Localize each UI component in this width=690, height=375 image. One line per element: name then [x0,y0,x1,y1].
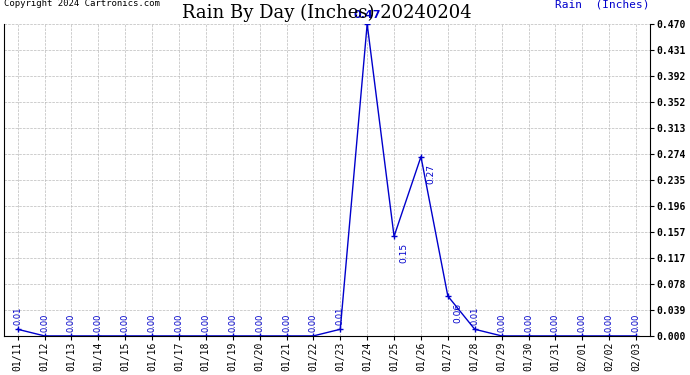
Text: 0.27: 0.27 [426,164,435,184]
Text: 0.00: 0.00 [148,314,157,332]
Text: 0.00: 0.00 [578,314,586,332]
Text: Rain  (Inches): Rain (Inches) [555,0,649,9]
Text: 0.00: 0.00 [67,314,76,332]
Text: 0.00: 0.00 [175,314,184,332]
Text: 0.01: 0.01 [470,307,480,325]
Text: 0.00: 0.00 [94,314,103,332]
Text: 0.00: 0.00 [40,314,49,332]
Text: 0.00: 0.00 [255,314,264,332]
Text: 0.47: 0.47 [353,10,381,20]
Text: 0.01: 0.01 [336,307,345,325]
Text: 0.15: 0.15 [400,243,408,263]
Text: 0.00: 0.00 [604,314,613,332]
Text: 0.06: 0.06 [453,303,462,323]
Text: 0.00: 0.00 [282,314,291,332]
Text: 0.00: 0.00 [121,314,130,332]
Text: 0.00: 0.00 [228,314,237,332]
Text: Copyright 2024 Cartronics.com: Copyright 2024 Cartronics.com [4,0,160,8]
Text: 0.01: 0.01 [13,307,22,325]
Title: Rain By Day (Inches) 20240204: Rain By Day (Inches) 20240204 [182,4,472,22]
Text: 0.00: 0.00 [524,314,533,332]
Text: 0.00: 0.00 [497,314,506,332]
Text: 0.00: 0.00 [201,314,210,332]
Text: 0.00: 0.00 [631,314,640,332]
Text: 0.00: 0.00 [309,314,318,332]
Text: 0.00: 0.00 [551,314,560,332]
